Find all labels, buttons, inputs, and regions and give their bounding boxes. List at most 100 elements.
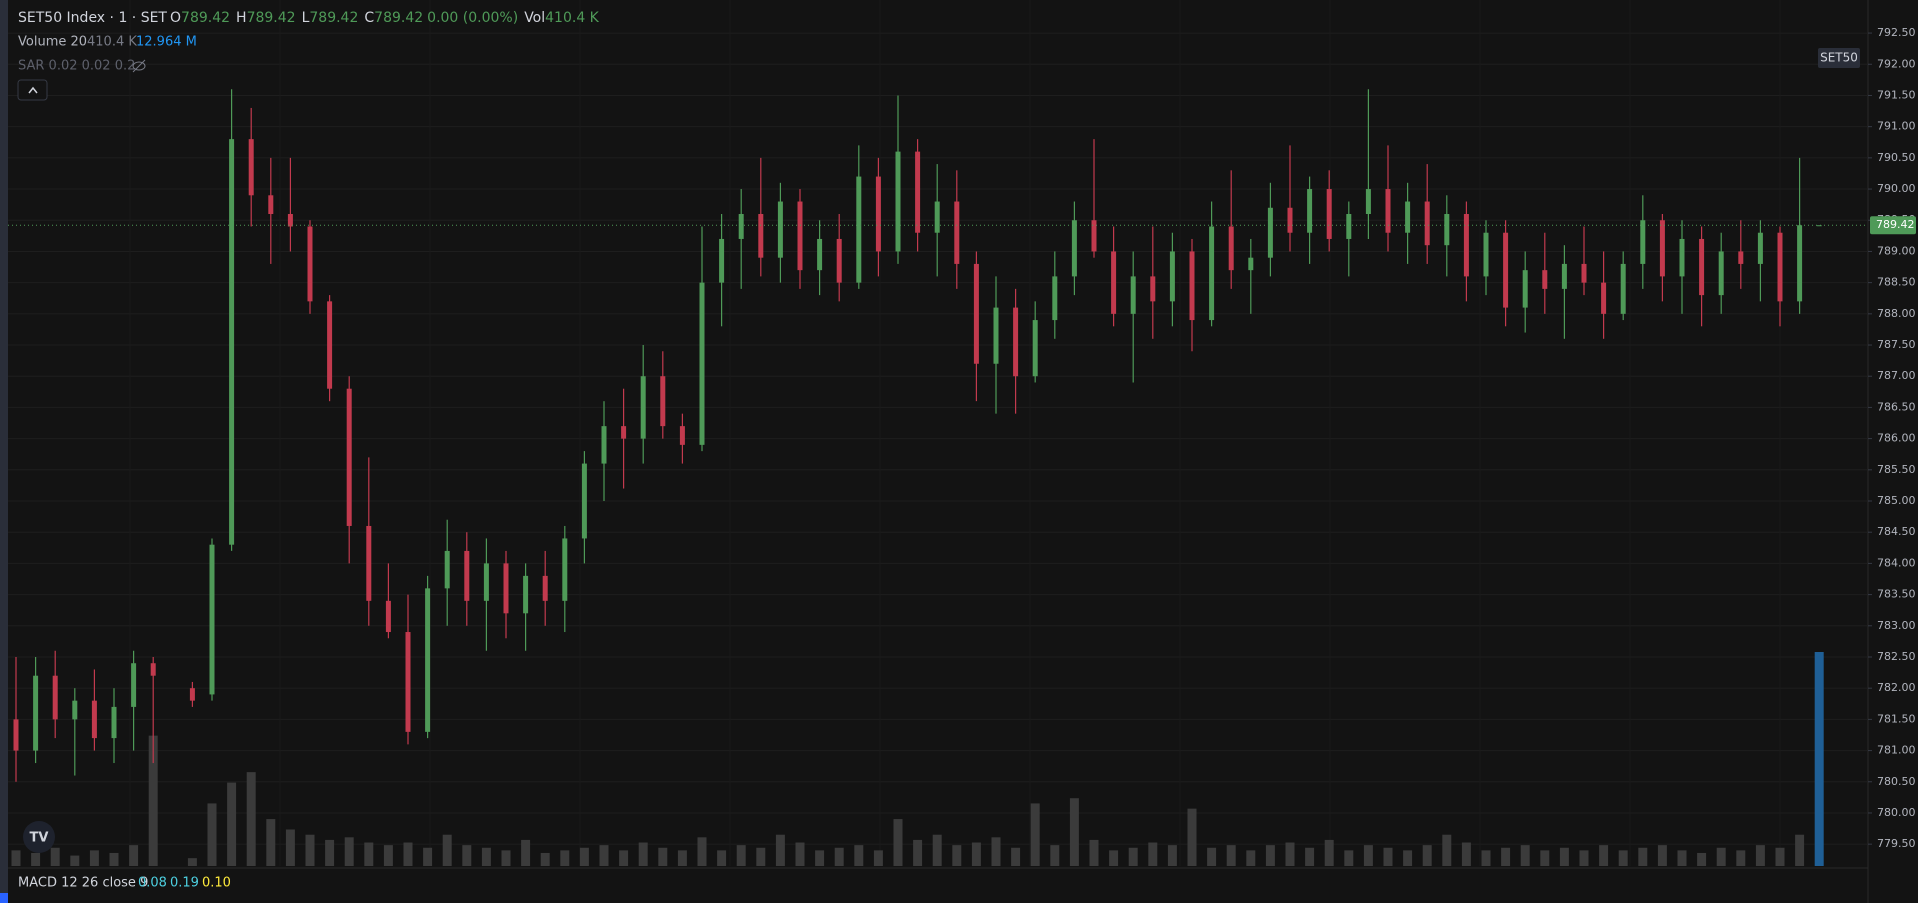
y-tick-label: 789.00 [1877,244,1916,257]
volume-bar [1638,847,1648,866]
candle-body [640,376,646,439]
ohlc-letter: H [236,10,247,26]
eye-slash[interactable] [132,59,146,73]
candle-body [1699,238,1705,296]
candle-body [229,139,235,545]
logo[interactable] [23,821,55,853]
y-tick-label: 786.00 [1877,432,1916,445]
candle-body [915,151,921,233]
candle-body [797,201,803,271]
candle-body [1503,232,1509,308]
volume-bar [1736,850,1746,866]
sar-indicator-name: SAR 0.02 0.02 0.2 [18,59,135,74]
candle-body [660,376,666,427]
candle-body [1130,276,1136,314]
y-tick-label: 788.00 [1877,307,1916,320]
volume-bar [599,845,609,866]
candle-body [1718,251,1724,296]
collapse-button[interactable] [17,79,48,101]
y-tick-label: 781.50 [1877,712,1916,725]
candle-body [777,201,783,258]
candle-body [13,719,19,751]
candle-body [954,201,960,264]
candle-body [1777,232,1783,302]
candle-body [895,151,901,252]
eye-icon[interactable] [132,61,146,71]
volume-bar [1148,842,1158,866]
candle-body [1287,207,1293,233]
volume-bar [11,850,21,866]
y-tick-label: 781.00 [1877,744,1916,757]
volume-bar [560,850,570,866]
volume-bar [1265,845,1275,866]
volume-bar [1069,798,1079,866]
volume-bar [717,850,727,866]
candle-body [679,426,685,445]
last-price-label: 789.42 [1876,218,1915,231]
macd-histogram: 0.10 [202,876,231,891]
volume-bar [1383,847,1393,866]
candle-body [1561,263,1567,289]
ohlc-value: 789.42 [181,10,230,26]
legend: SET50 Index · 1 · SET O789.42 H789.42 L789… [17,10,600,101]
pane-marker [0,893,8,903]
candle-body [52,675,58,720]
candle-body [150,663,156,676]
y-tick-label: 786.50 [1877,400,1916,413]
change-value: 0.00 (0.00%) [427,10,518,26]
volume-bar [1128,847,1138,866]
candle-body [1209,226,1215,321]
volume-indicator-value: 410.4 K [87,35,137,50]
candle-body [1189,251,1195,321]
volume-bar [1481,850,1491,866]
volume-bar [1285,842,1295,866]
volume-bar [1089,839,1099,866]
y-tick-label: 779.50 [1877,837,1916,850]
candle-body [1052,276,1058,321]
candle-body [1307,189,1313,233]
candle-body [1228,226,1234,271]
volume-bar [1344,850,1354,866]
y-tick-label: 790.50 [1877,151,1916,164]
volume-bar [1716,847,1726,866]
y-tick-label: 790.00 [1877,182,1916,195]
candle-body [738,214,744,239]
candle-body [934,201,940,233]
y-tick-label: 782.00 [1877,681,1916,694]
volume-bars [11,652,1824,866]
collapse-chevron[interactable] [28,86,38,94]
y-tick-label: 792.50 [1877,26,1916,39]
candle-body [1150,276,1156,302]
hide-icon[interactable] [132,59,146,73]
logo-mark[interactable]: TV [30,831,49,846]
volume-bar [442,834,452,866]
candle-body [875,176,881,252]
volume-bar [148,735,158,866]
y-tick-label: 791.50 [1877,88,1916,101]
volume-bar [1442,834,1452,866]
volume-bar [285,829,295,866]
volume-bar [403,842,413,866]
volume-bar [246,772,256,866]
candle-body [1248,257,1254,271]
candle-body [1620,263,1626,314]
candle-body [385,600,391,633]
candle-body [464,550,470,601]
candle-body [542,575,548,601]
y-tick-label: 780.50 [1877,775,1916,788]
price-axis: 779.50 780.00 780.50 781.00 781.50 782.00 782.… [1868,26,1916,850]
candle-body [1111,251,1117,314]
candle-body [268,195,274,215]
candle-body [1679,238,1685,277]
volume-bar [873,850,883,866]
candle-body [503,563,509,614]
candle-body [444,550,450,589]
y-tick-label: 788.50 [1877,276,1916,289]
volume-bar [1814,652,1824,866]
volume-bar [1324,839,1334,866]
volume-bar [462,845,472,866]
candle-body [248,139,254,196]
candle-body [1542,270,1548,289]
candle-body [287,214,293,227]
